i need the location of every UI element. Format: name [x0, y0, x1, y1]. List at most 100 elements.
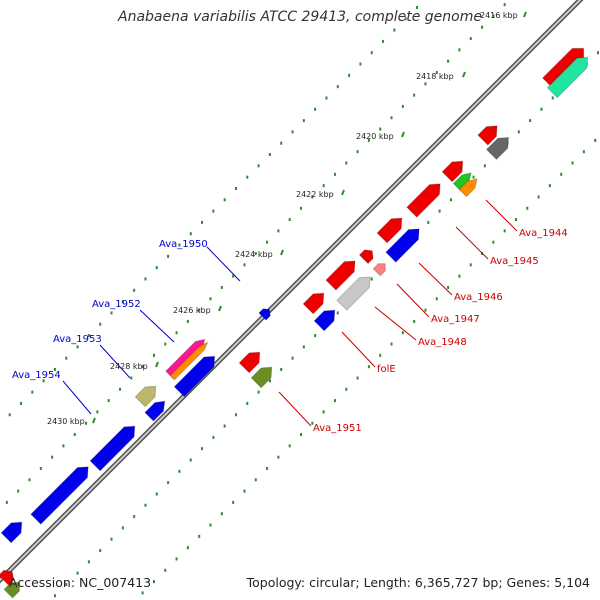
guide-dot — [175, 331, 178, 335]
guide-dot — [288, 444, 291, 448]
guide-dot — [447, 59, 450, 63]
gene-label-ava-1948[interactable]: Ava_1948 — [418, 337, 467, 348]
gene-arrow[interactable] — [30, 466, 89, 525]
gene-arrow[interactable] — [358, 249, 374, 265]
guide-dot — [537, 195, 540, 199]
guide-dot — [314, 334, 317, 338]
guide-dot — [87, 560, 90, 564]
label-connector — [341, 331, 376, 368]
gene-label-ava-1951[interactable]: Ava_1951 — [313, 423, 362, 434]
gene-label-ava-1944[interactable]: Ava_1944 — [519, 228, 568, 239]
gene-arrow[interactable] — [385, 228, 420, 263]
label-connector — [278, 391, 312, 427]
kbp-tick — [341, 189, 345, 196]
guide-dot — [266, 240, 269, 244]
label-connector — [374, 306, 417, 341]
gene-arrow[interactable] — [336, 276, 371, 311]
guide-dot — [447, 285, 450, 289]
gene-arrow[interactable] — [406, 183, 441, 218]
guide-dot — [517, 130, 520, 134]
guide-dot — [300, 433, 303, 437]
guide-dot — [268, 379, 271, 383]
gene-arrow[interactable] — [0, 521, 23, 544]
guide-dot — [526, 206, 529, 210]
gene-arrow[interactable] — [169, 341, 209, 381]
gene-arrow[interactable] — [238, 351, 261, 374]
guide-dot — [268, 153, 271, 157]
guide-dot — [390, 116, 393, 120]
guide-dot — [141, 591, 144, 595]
label-connector — [139, 309, 175, 343]
gene-arrow[interactable] — [546, 56, 589, 99]
label-connector — [455, 226, 489, 260]
guide-dot — [458, 274, 461, 278]
guide-dot — [119, 387, 122, 391]
gene-label-ava-1952[interactable]: Ava_1952 — [92, 299, 141, 310]
guide-dot — [212, 209, 215, 213]
guide-dot — [548, 184, 551, 188]
guide-dot — [277, 229, 280, 233]
guide-dot — [379, 353, 382, 357]
gene-label-ava-1947[interactable]: Ava_1947 — [431, 314, 480, 325]
gene-label-fole[interactable]: folE — [377, 364, 396, 375]
gene-arrow[interactable] — [0, 569, 15, 586]
guide-dot — [594, 138, 597, 142]
guide-dot — [155, 266, 158, 270]
guide-dot — [51, 455, 54, 459]
gene-arrow[interactable] — [302, 292, 325, 315]
gene-arrow[interactable] — [477, 125, 498, 146]
guide-dot — [302, 119, 305, 123]
guide-dot — [152, 580, 155, 584]
gene-arrow[interactable] — [325, 260, 356, 291]
genome-summary-text: Topology: circular; Length: 6,365,727 bp… — [246, 575, 590, 590]
guide-dot — [65, 356, 68, 360]
gene-arrow[interactable] — [376, 217, 403, 244]
gene-arrow[interactable] — [89, 425, 136, 472]
kbp-tick — [155, 361, 159, 368]
guide-dot — [540, 107, 543, 111]
guide-dot — [449, 198, 452, 202]
tick-label-2422: 2422 kbp — [296, 190, 334, 199]
gene-label-ava-1950[interactable]: Ava_1950 — [159, 239, 208, 250]
gene-arrow[interactable] — [458, 178, 478, 198]
guide-dot — [413, 319, 416, 323]
guide-dot — [424, 308, 427, 312]
guide-dot — [130, 376, 133, 380]
gene-arrow[interactable] — [3, 581, 21, 599]
guide-dot — [514, 218, 517, 222]
guide-dot — [65, 582, 68, 586]
tick-label-2424: 2424 kbp — [235, 250, 273, 259]
gene-arrow[interactable] — [258, 308, 271, 321]
gene-arrow[interactable] — [372, 263, 386, 277]
guide-dot — [76, 571, 79, 575]
guide-dot — [246, 175, 249, 179]
guide-dot — [401, 104, 404, 108]
guide-dot — [427, 220, 430, 224]
gene-arrow[interactable] — [173, 355, 216, 398]
gene-label-ava-1945[interactable]: Ava_1945 — [490, 256, 539, 267]
guide-dot — [325, 96, 328, 100]
tick-label-2418: 2418 kbp — [416, 72, 454, 81]
guide-dot — [17, 489, 20, 493]
gene-arrow[interactable] — [134, 385, 157, 408]
accession-text: Accession: NC_007413 — [9, 575, 152, 590]
page-title: Anabaena variabilis ATCC 29413, complete… — [118, 9, 482, 25]
guide-dot — [288, 218, 291, 222]
gene-label-ava-1954[interactable]: Ava_1954 — [12, 370, 61, 381]
label-connector — [62, 380, 92, 415]
gene-arrow[interactable] — [144, 400, 166, 422]
gene-arrow[interactable] — [441, 160, 464, 183]
guide-dot — [345, 161, 348, 165]
guide-dot — [31, 390, 34, 394]
guide-dot — [121, 526, 124, 530]
gene-label-ava-1953[interactable]: Ava_1953 — [53, 334, 102, 345]
guide-dot — [234, 186, 237, 190]
gene-arrow[interactable] — [250, 366, 273, 389]
gene-label-ava-1946[interactable]: Ava_1946 — [454, 292, 503, 303]
guide-dot — [178, 469, 181, 473]
guide-dot — [121, 300, 124, 304]
guide-dot — [280, 367, 283, 371]
gene-arrow[interactable] — [313, 309, 336, 332]
gene-arrow[interactable] — [485, 136, 510, 161]
